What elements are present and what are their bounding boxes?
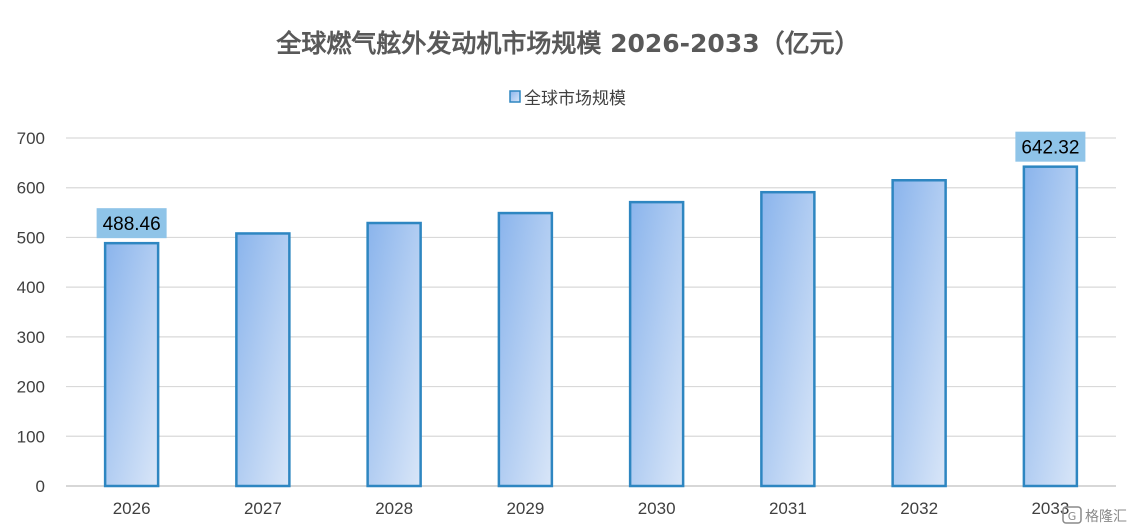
x-tick-label: 2030 [638, 499, 676, 518]
y-tick-label: 300 [17, 328, 45, 347]
bar-2029 [497, 211, 554, 488]
bar-2030 [628, 200, 685, 488]
y-tick-label: 0 [36, 477, 45, 496]
data-label: 642.32 [1021, 138, 1079, 159]
bar-2033 [1022, 165, 1079, 488]
bar-2028 [366, 221, 422, 488]
bars [103, 165, 1079, 488]
y-tick-label: 400 [17, 278, 45, 297]
data-label-background [96, 208, 167, 239]
x-tick-label: 2028 [375, 499, 413, 518]
watermark: G 格隆汇 [1062, 506, 1127, 525]
watermark-text: 格隆汇 [1085, 509, 1127, 525]
x-tick-label: 2029 [506, 499, 544, 518]
legend-swatch [509, 90, 521, 103]
x-tick-label: 2032 [900, 499, 938, 518]
x-tick-label: 2026 [113, 499, 151, 518]
data-label: 488.46 [103, 214, 161, 235]
x-tick-label: 2027 [244, 499, 282, 518]
bar-2027 [235, 232, 291, 488]
gelonghui-logo-icon: G [1062, 506, 1082, 524]
bar-2031 [760, 190, 816, 488]
y-tick-label: 100 [17, 427, 45, 446]
y-tick-label: 600 [17, 179, 45, 198]
svg-text:G: G [1068, 510, 1077, 523]
gridlines [66, 137, 1116, 487]
x-tick-label: 2033 [1031, 499, 1069, 518]
y-axis: 0 100 200 300 400 500 600 700 [17, 129, 45, 496]
bar-2026 [103, 241, 160, 488]
data-label-background [1015, 131, 1086, 162]
x-tick-label: 2031 [769, 499, 807, 518]
x-axis: 2026 2027 2028 2029 2030 2031 2032 2033 [113, 499, 1070, 518]
chart-title: 全球燃气舷外发动机市场规模 2026-2033（亿元） [275, 29, 859, 58]
y-tick-label: 700 [17, 129, 45, 148]
legend-label: 全球市场规模 [524, 89, 626, 109]
legend: 全球市场规模 [509, 89, 626, 109]
bar-2032 [891, 179, 947, 488]
y-tick-label: 500 [17, 228, 45, 247]
data-labels: 488.46 642.32 [96, 131, 1086, 239]
y-tick-label: 200 [17, 378, 45, 397]
